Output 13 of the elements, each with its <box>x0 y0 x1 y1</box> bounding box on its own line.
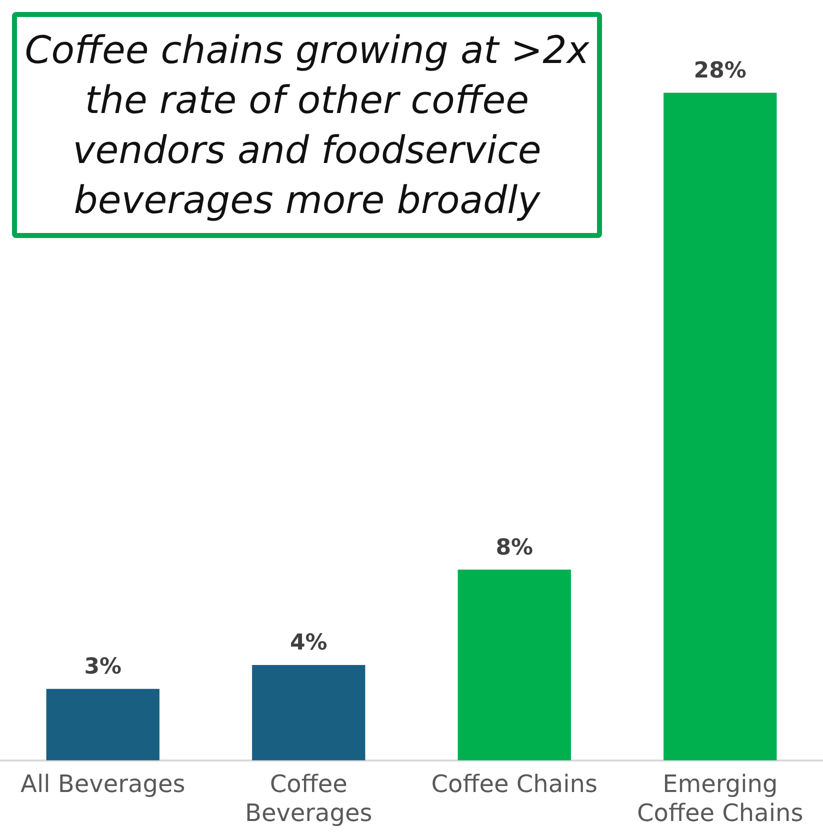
x-tick-label: Coffee Chains <box>431 770 598 798</box>
x-tick-label: Emerging Coffee Chains <box>637 770 804 827</box>
annotation: Coffee chains growing at >2x the rate of other coffee vendors and foodservice beverages more broadly <box>12 12 602 238</box>
data-label: 4% <box>290 630 328 656</box>
bar <box>252 665 366 760</box>
bar <box>458 570 571 760</box>
bar <box>46 688 160 760</box>
data-label: 3% <box>84 654 122 680</box>
data-label: 8% <box>496 535 534 560</box>
bar <box>664 92 777 760</box>
x-tick-label: Coffee Beverages <box>244 770 372 827</box>
data-label: 28% <box>694 58 746 84</box>
x-tick-label: All Beverages <box>20 770 186 798</box>
